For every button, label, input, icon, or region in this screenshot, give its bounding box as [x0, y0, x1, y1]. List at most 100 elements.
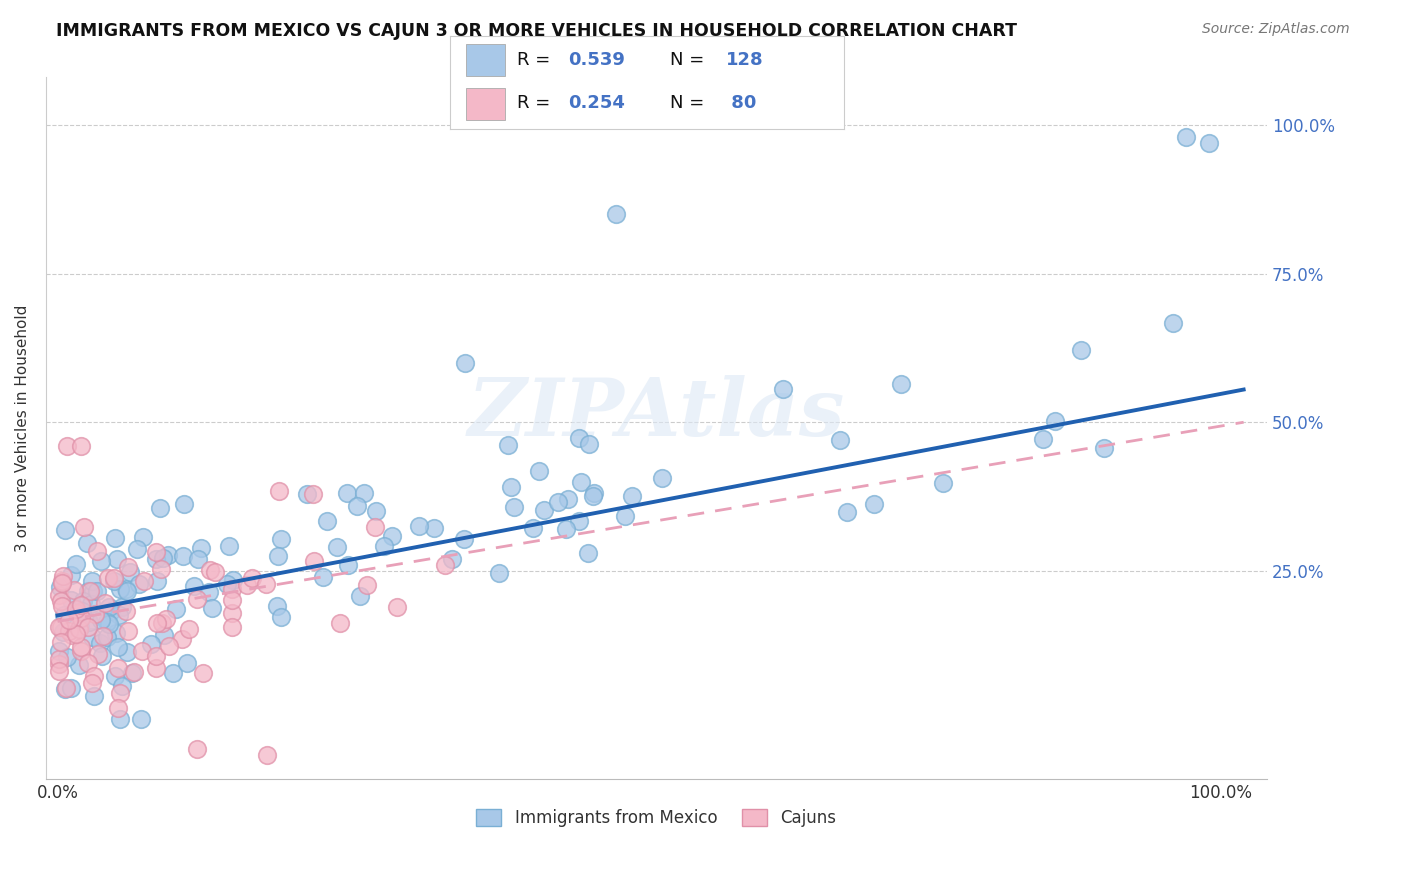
Point — [145, 545, 167, 559]
Point — [103, 571, 125, 585]
Point — [186, 742, 208, 756]
Point — [613, 509, 636, 524]
Point — [76, 536, 98, 550]
Point — [582, 486, 605, 500]
Point — [155, 612, 177, 626]
Point — [215, 576, 238, 591]
Point — [221, 582, 243, 596]
Point — [98, 616, 121, 631]
Point — [547, 494, 569, 508]
Point — [111, 600, 134, 615]
Point — [373, 540, 395, 554]
Point — [157, 640, 180, 654]
Point — [488, 566, 510, 580]
Point — [55, 681, 77, 695]
Point — [176, 656, 198, 670]
Point — [527, 464, 550, 478]
Point — [100, 604, 122, 618]
Point — [828, 433, 851, 447]
Point — [49, 635, 72, 649]
Point — [132, 530, 155, 544]
Point — [129, 713, 152, 727]
Point — [890, 376, 912, 391]
Point — [70, 439, 93, 453]
Point — [349, 589, 371, 603]
Point — [125, 541, 148, 556]
Point — [165, 602, 187, 616]
Point — [221, 606, 243, 620]
Point — [145, 615, 167, 630]
Point — [56, 439, 79, 453]
Point — [52, 607, 75, 622]
Point — [104, 531, 127, 545]
Point — [82, 583, 104, 598]
Point — [325, 541, 347, 555]
Point — [52, 569, 75, 583]
Point — [67, 622, 90, 636]
Point — [80, 598, 103, 612]
Legend: Immigrants from Mexico, Cajuns: Immigrants from Mexico, Cajuns — [470, 802, 844, 834]
Point — [79, 583, 101, 598]
Point — [605, 207, 627, 221]
Y-axis label: 3 or more Vehicles in Household: 3 or more Vehicles in Household — [15, 304, 30, 552]
Point — [131, 643, 153, 657]
Point — [103, 574, 125, 589]
Point — [568, 514, 591, 528]
Point — [187, 552, 209, 566]
Point — [51, 599, 73, 614]
Point — [152, 551, 174, 566]
Point — [59, 567, 82, 582]
Point — [533, 503, 555, 517]
Point — [69, 620, 91, 634]
Point — [569, 475, 592, 489]
Point — [191, 665, 214, 680]
Point — [48, 651, 70, 665]
Point — [172, 632, 194, 646]
Text: IMMIGRANTS FROM MEXICO VS CAJUN 3 OR MORE VEHICLES IN HOUSEHOLD CORRELATION CHAR: IMMIGRANTS FROM MEXICO VS CAJUN 3 OR MOR… — [56, 22, 1017, 40]
Point — [115, 582, 138, 597]
Point — [48, 644, 70, 658]
Point — [363, 520, 385, 534]
Point — [77, 656, 100, 670]
Point — [114, 604, 136, 618]
Point — [117, 624, 139, 638]
Point — [1161, 316, 1184, 330]
Text: ZIPAtlas: ZIPAtlas — [468, 376, 845, 453]
Point — [222, 573, 245, 587]
Point — [172, 549, 194, 564]
Point — [107, 701, 129, 715]
Point — [337, 558, 360, 573]
Point — [346, 499, 368, 513]
Point — [48, 588, 70, 602]
Point — [97, 571, 120, 585]
Point — [295, 486, 318, 500]
Point — [48, 664, 70, 678]
Point — [149, 500, 172, 515]
Point — [111, 679, 134, 693]
FancyBboxPatch shape — [465, 44, 505, 76]
Point — [115, 583, 138, 598]
Point — [190, 541, 212, 556]
Point — [55, 650, 77, 665]
Point — [863, 497, 886, 511]
Point — [145, 648, 167, 663]
Point — [73, 519, 96, 533]
Point — [772, 382, 794, 396]
Point — [53, 523, 76, 537]
Point — [150, 616, 173, 631]
Point — [201, 600, 224, 615]
Point — [381, 528, 404, 542]
Point — [51, 574, 73, 588]
Text: 0.254: 0.254 — [568, 95, 624, 112]
Point — [329, 616, 352, 631]
Point — [48, 657, 70, 671]
Point — [204, 565, 226, 579]
Point — [499, 480, 522, 494]
Point — [240, 571, 263, 585]
Point — [94, 596, 117, 610]
Point — [83, 669, 105, 683]
Point — [266, 599, 288, 613]
Point — [96, 615, 118, 629]
Point — [316, 514, 339, 528]
Point — [198, 563, 221, 577]
